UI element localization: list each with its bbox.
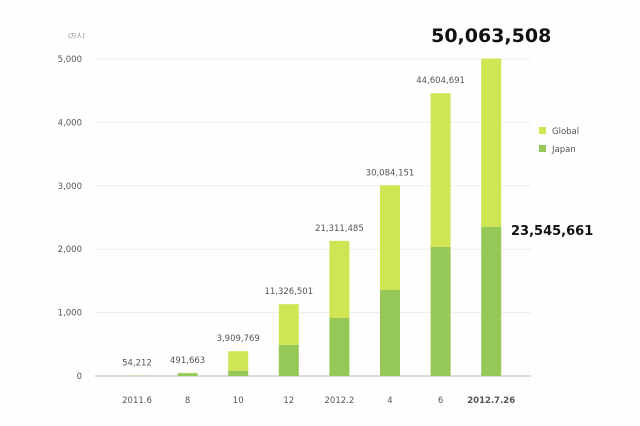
legend-swatch-global (539, 127, 546, 134)
total-data-label: 54,212 (122, 359, 152, 369)
bar-global (481, 58, 502, 227)
y-tick-label: 1,000 (58, 309, 82, 319)
bar-japan (430, 246, 451, 376)
bar-japan (329, 317, 350, 376)
total-data-label: 30,084,151 (366, 168, 415, 178)
x-tick-label: 2011.6 (122, 396, 152, 406)
bar-japan (380, 290, 400, 376)
y-tick-label: 2,000 (58, 245, 82, 255)
x-tick-label: 6 (438, 396, 443, 406)
japan-data-label: 23,545,661 (511, 224, 593, 239)
x-tick-label: 2012.7.26 (467, 396, 515, 406)
total-data-label: 21,311,485 (315, 224, 364, 234)
bar-global (329, 240, 350, 318)
total-data-label: 491,663 (170, 356, 205, 366)
bar-japan (481, 226, 502, 376)
total-data-label: 50,063,508 (431, 25, 551, 47)
total-data-label: 3,909,769 (217, 334, 260, 344)
x-tick-label: 8 (185, 396, 190, 406)
bar-global (380, 185, 400, 291)
total-data-label: 11,326,501 (264, 287, 313, 297)
legend-swatch-japan (539, 145, 546, 152)
legend-label-global: Global (552, 127, 579, 137)
total-data-label: 44,604,691 (416, 76, 465, 86)
bar-global (228, 351, 249, 371)
x-tick-label: 2012.2 (325, 396, 355, 406)
legend-label-japan: Japan (551, 145, 576, 155)
bar-japan (177, 373, 198, 376)
y-tick-label: 3,000 (58, 182, 82, 192)
y-tick-label: 4,000 (58, 118, 82, 128)
x-tick-label: 10 (233, 396, 244, 406)
legend: Global Japan (539, 127, 579, 155)
bar-global (430, 93, 451, 247)
bar-global (278, 304, 299, 345)
bar-japan (278, 344, 299, 376)
y-tick-label: 5,000 (58, 55, 82, 65)
unit-label: (万人) (68, 33, 85, 40)
y-tick-label: 0 (77, 372, 82, 382)
x-tick-label: 12 (283, 396, 294, 406)
bar-japan (228, 370, 249, 376)
x-tick-label: 4 (387, 396, 392, 406)
